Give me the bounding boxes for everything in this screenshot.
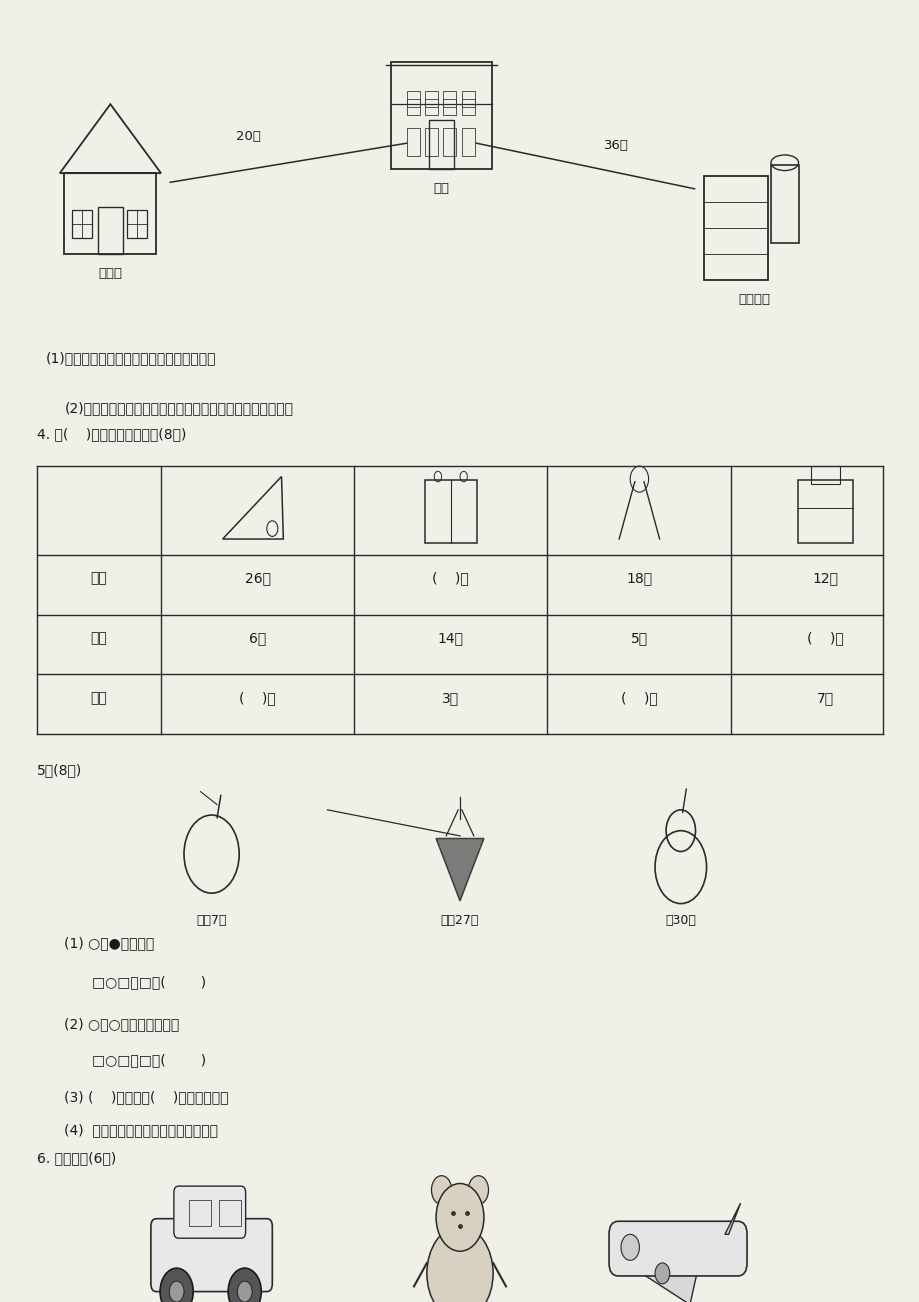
Text: 原有: 原有 bbox=[90, 572, 108, 585]
Text: □○□＝□＝(        ): □○□＝□＝( ) bbox=[92, 1053, 206, 1068]
Bar bbox=[219, 1200, 241, 1226]
Bar bbox=[127, 210, 147, 238]
Text: (    )本: ( )本 bbox=[432, 572, 469, 585]
FancyBboxPatch shape bbox=[608, 1221, 746, 1276]
Bar bbox=[64, 173, 156, 254]
Bar bbox=[770, 165, 798, 243]
Circle shape bbox=[237, 1281, 252, 1302]
Text: 7块: 7块 bbox=[816, 691, 834, 704]
Circle shape bbox=[654, 1263, 669, 1284]
Circle shape bbox=[228, 1268, 261, 1302]
Bar bbox=[443, 91, 456, 107]
Text: 小欣家: 小欣家 bbox=[98, 267, 122, 280]
Bar bbox=[797, 480, 853, 543]
Text: 苹果7只: 苹果7只 bbox=[196, 914, 227, 927]
Text: 梨30只: 梨30只 bbox=[664, 914, 696, 927]
Text: 5把: 5把 bbox=[630, 631, 647, 644]
Text: 卖出: 卖出 bbox=[90, 631, 108, 644]
Text: 36米: 36米 bbox=[603, 139, 629, 152]
Bar bbox=[443, 128, 456, 156]
Bar bbox=[443, 99, 456, 115]
Text: 4. 在(    )里填上合适的数。(8分): 4. 在( )里填上合适的数。(8分) bbox=[37, 427, 186, 441]
Text: 14本: 14本 bbox=[437, 631, 463, 644]
Text: (2) ○和○一共有多少只？: (2) ○和○一共有多少只？ bbox=[64, 1017, 179, 1031]
Text: 18把: 18把 bbox=[626, 572, 652, 585]
Bar bbox=[406, 128, 419, 156]
Bar bbox=[461, 99, 474, 115]
Polygon shape bbox=[625, 1263, 698, 1302]
FancyBboxPatch shape bbox=[151, 1219, 272, 1292]
Text: 5．(8分): 5．(8分) bbox=[37, 763, 82, 777]
Text: (2)星期天，小欣从家里出发到海底世界游玩，要走多少米？: (2)星期天，小欣从家里出发到海底世界游玩，要走多少米？ bbox=[64, 401, 293, 415]
Bar bbox=[461, 91, 474, 107]
Bar bbox=[703, 176, 767, 280]
Bar bbox=[461, 128, 474, 156]
Text: 学校: 学校 bbox=[433, 182, 449, 195]
Text: 海底世界: 海底世界 bbox=[738, 293, 769, 306]
Text: 6. 玩具店。(6分): 6. 玩具店。(6分) bbox=[37, 1151, 116, 1165]
Bar bbox=[425, 480, 476, 543]
Text: 26把: 26把 bbox=[244, 572, 270, 585]
Circle shape bbox=[436, 1184, 483, 1251]
Circle shape bbox=[431, 1176, 451, 1204]
Bar bbox=[188, 1200, 210, 1226]
Bar bbox=[428, 120, 454, 169]
Bar bbox=[425, 128, 437, 156]
Circle shape bbox=[426, 1226, 493, 1302]
Text: (3) (    )的只数和(    )只数差不多。: (3) ( )的只数和( )只数差不多。 bbox=[64, 1090, 229, 1104]
Bar bbox=[406, 91, 419, 107]
Text: 12块: 12块 bbox=[811, 572, 838, 585]
Text: 6把: 6把 bbox=[249, 631, 266, 644]
Circle shape bbox=[620, 1234, 639, 1260]
Text: 还剩: 还剩 bbox=[90, 691, 108, 704]
Text: 3本: 3本 bbox=[442, 691, 459, 704]
Bar bbox=[72, 210, 92, 238]
Polygon shape bbox=[724, 1203, 740, 1234]
FancyBboxPatch shape bbox=[174, 1186, 245, 1238]
Text: (4)  你还能提出什么数学问题并解答？: (4) 你还能提出什么数学问题并解答？ bbox=[64, 1124, 218, 1138]
Bar bbox=[97, 207, 123, 254]
Text: (    )块: ( )块 bbox=[807, 631, 843, 644]
Polygon shape bbox=[436, 838, 483, 901]
Text: (    )把: ( )把 bbox=[620, 691, 657, 704]
Circle shape bbox=[468, 1176, 488, 1204]
Text: □○□＝□＝(        ): □○□＝□＝( ) bbox=[92, 975, 206, 990]
Bar bbox=[391, 62, 492, 169]
Bar bbox=[425, 91, 437, 107]
Text: (1) ○比●少几只？: (1) ○比●少几只？ bbox=[64, 936, 154, 950]
Circle shape bbox=[169, 1281, 184, 1302]
Bar bbox=[425, 99, 437, 115]
Text: 20米: 20米 bbox=[235, 130, 261, 143]
Text: (    )把: ( )把 bbox=[239, 691, 276, 704]
Bar bbox=[811, 466, 840, 484]
Circle shape bbox=[160, 1268, 193, 1302]
Text: (1)小欣上午上学，下午回家，要走多少米？: (1)小欣上午上学，下午回家，要走多少米？ bbox=[46, 352, 216, 366]
Text: 草莓27只: 草莓27只 bbox=[440, 914, 479, 927]
Bar bbox=[406, 99, 419, 115]
